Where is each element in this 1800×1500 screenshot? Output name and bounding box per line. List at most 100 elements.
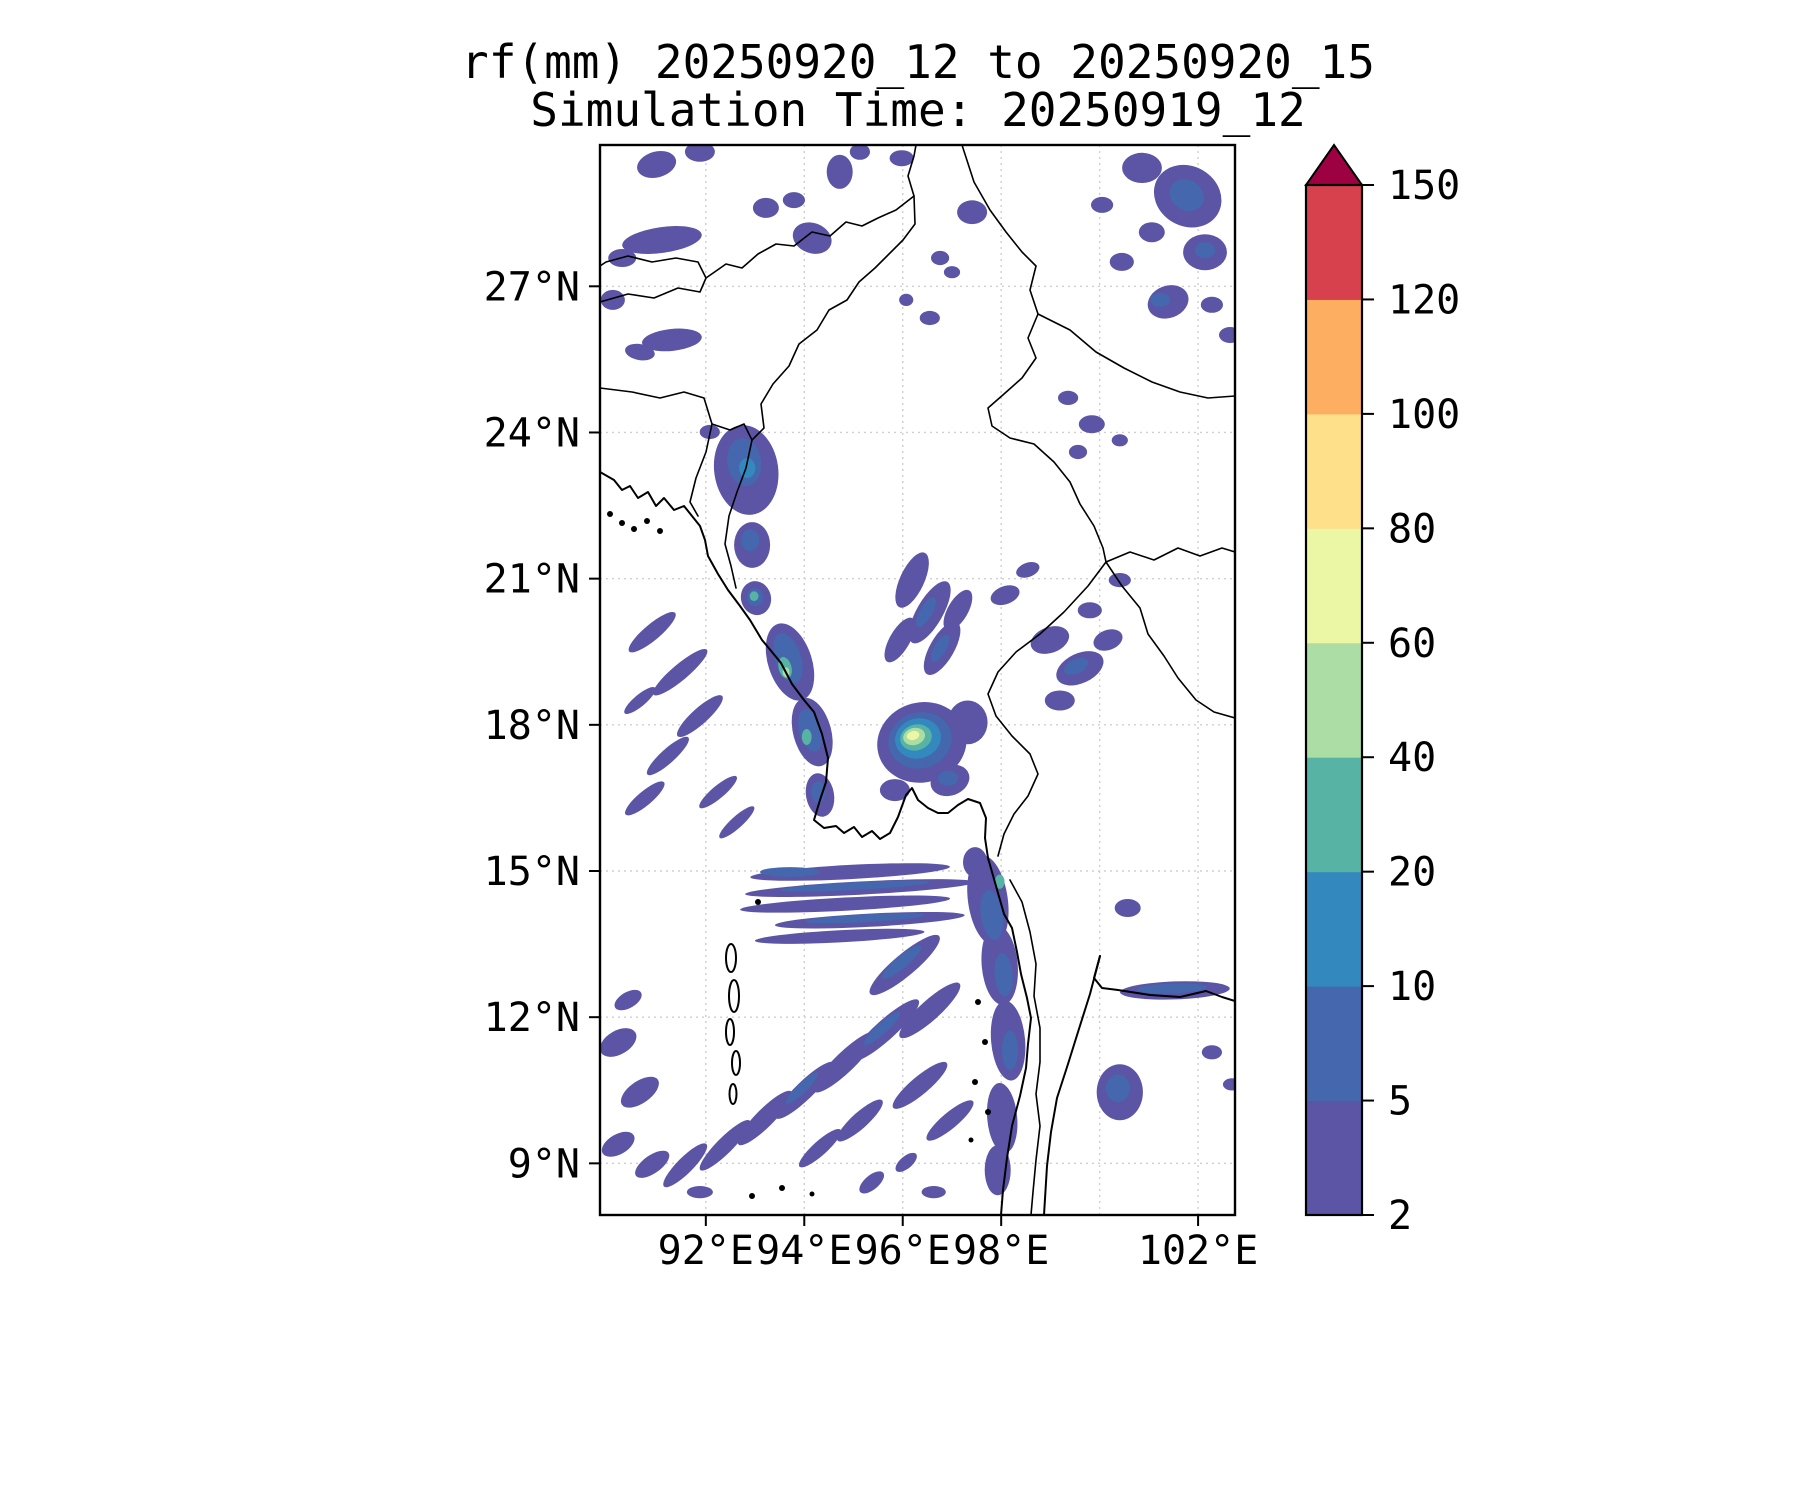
rain-cell	[984, 1145, 1011, 1196]
coastline-mainland	[600, 471, 1032, 1215]
rain-cell	[849, 145, 870, 160]
rain-cell	[625, 343, 655, 361]
colorbar-label: 80	[1388, 506, 1436, 552]
island-dot	[809, 1191, 815, 1197]
rain-cell	[1030, 626, 1070, 654]
rain-cell	[1063, 657, 1089, 675]
x-tick-label: 102°E	[1138, 1228, 1258, 1274]
colorbar-segment	[1306, 528, 1362, 644]
rain-cell	[1078, 415, 1105, 434]
rain-cell	[739, 458, 756, 478]
rain-cell	[899, 982, 961, 1039]
island-dot	[657, 528, 663, 534]
island-dot	[749, 1193, 755, 1199]
colorbar-label: 100	[1388, 392, 1460, 438]
rain-cell	[882, 945, 922, 979]
y-tick-label: 15°N	[484, 849, 580, 895]
island-dot	[779, 1185, 785, 1191]
rain-cell	[931, 250, 950, 266]
island-dot	[755, 899, 761, 905]
rain-cell	[899, 293, 914, 306]
rain-cell	[1068, 444, 1088, 460]
colorbar-segment	[1306, 642, 1362, 758]
y-tick-label: 21°N	[484, 557, 580, 603]
x-axis: 92°E 94°E 96°E 98°E 102°E	[658, 1215, 1258, 1274]
rain-cell	[1137, 983, 1207, 994]
rain-cell	[785, 1072, 818, 1104]
rain-cell	[826, 154, 853, 189]
y-axis: 9°N 12°N 15°N 18°N 21°N 24°N 27°N	[484, 264, 600, 1187]
rain-cell	[699, 775, 738, 809]
island-dot	[975, 999, 981, 1005]
rain-cell	[906, 730, 920, 741]
y-tick-label: 9°N	[508, 1141, 580, 1187]
rain-cell	[737, 1090, 793, 1146]
rain-cell	[921, 1186, 946, 1199]
chart-subtitle: Simulation Time: 20250919_12	[530, 83, 1305, 137]
rain-cell	[699, 1119, 751, 1171]
rain-cell	[895, 1152, 917, 1172]
rain-cell	[642, 328, 702, 352]
border-bhutan	[600, 255, 707, 303]
border-china-myanmar	[961, 145, 1107, 563]
rain-cell	[635, 1150, 670, 1178]
rain-cell	[719, 806, 755, 839]
andaman-island	[728, 1083, 738, 1105]
rain-cell	[684, 145, 715, 162]
rain-cell	[622, 226, 702, 254]
rain-cell	[1200, 296, 1223, 313]
island-dot	[619, 520, 625, 526]
island-dot	[972, 1079, 978, 1085]
island-dot	[985, 1109, 991, 1115]
rain-cell	[836, 1099, 883, 1142]
island-dot	[631, 526, 637, 532]
x-tick-label: 98°E	[953, 1228, 1049, 1274]
andaman-island	[731, 1050, 741, 1076]
y-tick-label: 27°N	[484, 264, 580, 310]
border-bangladesh-north	[600, 387, 713, 517]
andaman-island	[728, 979, 740, 1013]
rain-cell	[1105, 1074, 1130, 1103]
rain-cell	[937, 770, 959, 786]
rain-cell	[686, 1186, 713, 1199]
x-tick-label: 92°E	[658, 1228, 754, 1274]
rain-cell	[601, 1131, 635, 1157]
rain-cell	[1122, 152, 1162, 183]
border-china-laos	[1105, 547, 1235, 563]
rain-cell	[749, 591, 759, 602]
rain-cell	[1150, 292, 1171, 307]
gridlines	[600, 145, 1235, 1215]
rain-cell	[1114, 899, 1141, 917]
rain-cell	[963, 847, 988, 878]
colorbar-label: 20	[1388, 850, 1436, 896]
rain-cell	[600, 1028, 637, 1057]
border-thailand-myanmar	[987, 561, 1107, 857]
rain-cell	[1091, 196, 1114, 213]
rain-cell	[994, 874, 1005, 889]
rain-cell	[637, 151, 677, 178]
border-china-vietnam	[1037, 313, 1235, 399]
rain-cell	[780, 880, 930, 892]
rain-cell	[884, 617, 916, 663]
rain-cell	[926, 1100, 974, 1141]
rain-cell	[1169, 179, 1205, 212]
colorbar-outline	[1304, 183, 1364, 1217]
rain-cell	[1138, 222, 1165, 243]
rain-cell	[600, 289, 625, 310]
rain-cell	[624, 686, 656, 715]
rain-cell	[980, 889, 1004, 940]
rain-cell	[1077, 602, 1102, 619]
rain-cell	[1111, 434, 1128, 447]
rain-layer	[600, 145, 1235, 1199]
colorbar-label: 2	[1388, 1193, 1412, 1239]
border-laos-thailand	[1105, 561, 1235, 719]
rain-cell	[652, 648, 708, 696]
y-tick-label: 24°N	[484, 410, 580, 456]
rain-cell	[859, 1171, 885, 1194]
rain-cell	[947, 700, 988, 745]
rain-cell	[1109, 252, 1134, 271]
rain-cell	[1058, 390, 1079, 405]
colorbar-segment	[1306, 1100, 1362, 1216]
rain-cell	[990, 585, 1020, 606]
colorbar-segment	[1306, 413, 1362, 529]
